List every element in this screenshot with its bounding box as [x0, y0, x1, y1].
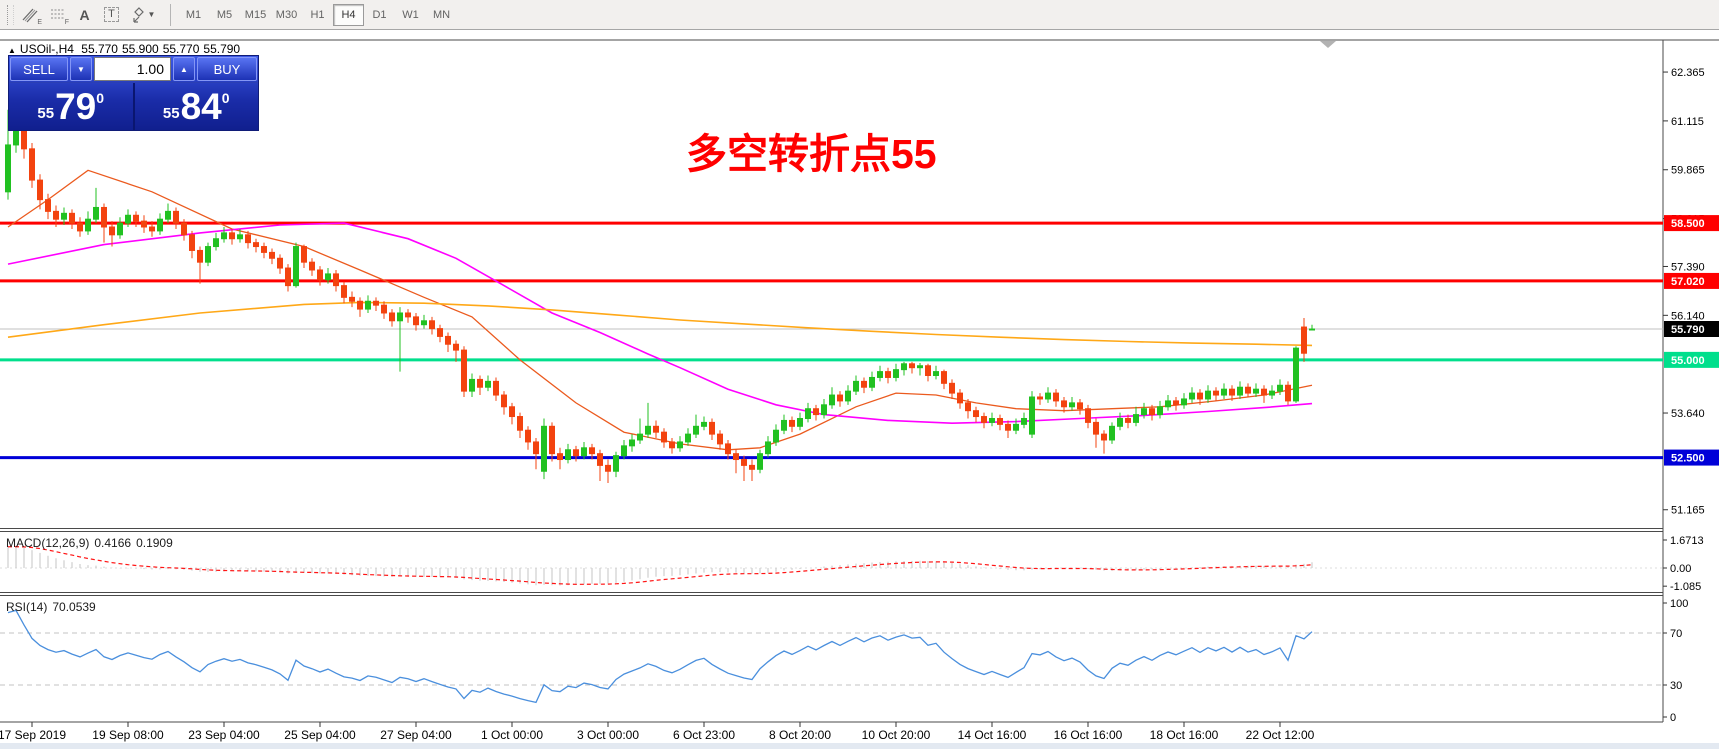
toolbar: E F A T ▼ M1 M5 M15 M30 H1 H4 D1 W1 MN [0, 0, 1719, 30]
symbol-ohlc-line: ▲ USOil-,H4 55.770 55.900 55.770 55.790 [8, 42, 244, 56]
one-click-trading-panel: SELL ▼ 1.00 ▲ BUY 55 79 0 55 84 0 [8, 55, 259, 131]
ohlc-close: 55.790 [203, 42, 241, 56]
price-tag-label: 55.000 [1671, 355, 1705, 367]
rsi-pane: 100 70 30 0 [0, 598, 1688, 724]
toolbar-separator [170, 3, 171, 26]
time-tick-label: 8 Oct 20:00 [769, 728, 831, 742]
fibonacci-tool-icon[interactable]: F [44, 3, 71, 27]
equidistant-channel-tool-icon[interactable]: E [17, 3, 44, 27]
time-tick-label: 23 Sep 04:00 [188, 728, 260, 742]
symbol-name: USOil-,H4 [19, 42, 74, 56]
chart-shift-marker-icon [1320, 41, 1336, 48]
time-tick-label: 3 Oct 00:00 [577, 728, 639, 742]
rsi-tick-label: 0 [1670, 712, 1676, 724]
price-tags: 58.500 57.020 55.790 55.000 52.500 [1664, 215, 1719, 466]
rsi-tick-label: 100 [1670, 598, 1688, 610]
price-tag [1664, 321, 1719, 337]
buy-price-display[interactable]: 55 84 0 [132, 83, 259, 130]
price-tag [1664, 449, 1719, 466]
time-tick-label: 6 Oct 23:00 [673, 728, 735, 742]
macd-indicator-label: MACD(12,26,9) 0.4166 0.1909 [6, 536, 173, 550]
price-tag [1664, 215, 1719, 232]
price-tag [1664, 351, 1719, 368]
price-tag-label: 57.020 [1671, 276, 1705, 288]
timeframe-button-h1[interactable]: H1 [310, 8, 325, 21]
volume-decrease-button[interactable]: ▼ [70, 57, 92, 81]
timeframe-button-d1[interactable]: D1 [372, 8, 387, 21]
timeframe-button-mn[interactable]: MN [432, 8, 451, 21]
price-tag-label: 58.500 [1671, 218, 1705, 230]
time-tick-label: 16 Oct 16:00 [1054, 728, 1123, 742]
candles-layer [5, 101, 1315, 483]
time-tick-label: 17 Sep 2019 [0, 728, 66, 742]
rsi-indicator-label: RSI(14) 70.0539 [6, 600, 96, 614]
price-tick-label: 61.115 [1671, 116, 1704, 128]
tool-sub-f: F [64, 18, 69, 26]
timeframe-button-m5[interactable]: M5 [216, 8, 233, 21]
toolbar-grip[interactable] [7, 4, 14, 25]
text-tool-icon[interactable]: A [79, 6, 90, 23]
price-tick-label: 56.140 [1671, 310, 1705, 322]
sell-button[interactable]: SELL [10, 57, 68, 81]
timeframe-button-m30[interactable]: M30 [275, 8, 298, 21]
timeframe-button-w1[interactable]: W1 [402, 8, 419, 21]
price-tag-label: 52.500 [1671, 453, 1705, 465]
price-tag [1664, 272, 1719, 289]
ma-medium-line [7, 222, 1313, 425]
time-tick-label: 18 Oct 16:00 [1150, 728, 1219, 742]
price-tick-label: 53.640 [1671, 408, 1705, 420]
macd-tick-label: -1.085 [1670, 581, 1701, 593]
price-tag-label: 55.790 [1671, 324, 1705, 336]
timeframe-button-m1[interactable]: M1 [185, 8, 202, 21]
arrows-tool-icon[interactable]: ▼ [125, 3, 161, 27]
price-tick-label: 62.365 [1671, 67, 1705, 79]
time-tick-label: 27 Sep 04:00 [380, 728, 452, 742]
volume-input[interactable]: 1.00 [94, 57, 171, 81]
macd-signal-line [7, 546, 1313, 585]
sell-price-display[interactable]: 55 79 0 [37, 86, 105, 127]
ohlc-high: 55.900 [121, 42, 159, 56]
text-label-tool-icon[interactable]: T [98, 3, 125, 27]
price-tick-label: 57.390 [1671, 261, 1705, 273]
time-tick-label: 10 Oct 20:00 [862, 728, 931, 742]
bottom-status-strip [0, 743, 1719, 749]
time-tick-label: 14 Oct 16:00 [958, 728, 1027, 742]
time-tick-label: 19 Sep 08:00 [92, 728, 164, 742]
arrows-dropdown-caret-icon[interactable]: ▼ [147, 10, 156, 19]
price-tick-label: 51.165 [1671, 505, 1705, 517]
ohlc-open: 55.770 [81, 42, 118, 56]
chart-annotation-text: 多空转折点55 [686, 131, 937, 177]
volume-increase-button[interactable]: ▲ [173, 57, 195, 81]
rsi-tick-label: 30 [1670, 680, 1682, 692]
ma-slow-line [7, 301, 1313, 347]
time-tick-label: 25 Sep 04:00 [284, 728, 356, 742]
macd-pane: 1.6713 0.00 -1.085 [0, 535, 1704, 593]
collapse-panel-icon[interactable]: ▲ [8, 46, 16, 55]
buy-button[interactable]: BUY [197, 57, 257, 81]
macd-tick-label: 0.00 [1670, 563, 1691, 575]
price-axis[interactable]: 62.36561.11559.86558.61557.39056.14053.6… [1663, 67, 1705, 517]
timeframe-button-h4[interactable]: H4 [333, 3, 364, 26]
rsi-tick-label: 70 [1670, 628, 1682, 640]
time-axis[interactable]: 17 Sep 2019 19 Sep 08:00 23 Sep 04:00 25 Se… [0, 722, 1315, 742]
time-tick-label: 1 Oct 00:00 [481, 728, 543, 742]
macd-tick-label: 1.6713 [1670, 535, 1704, 547]
price-tick-label: 59.865 [1671, 165, 1705, 177]
rsi-line [7, 609, 1313, 704]
horizontal-lines [0, 221, 1663, 460]
ma-fast-line [7, 169, 1313, 451]
time-tick-label: 22 Oct 12:00 [1246, 728, 1315, 742]
ohlc-low: 55.770 [162, 42, 200, 56]
tool-sub-e: E [37, 18, 42, 26]
timeframe-group: M1 M5 M15 M30 H1 H4 D1 W1 MN [178, 3, 457, 26]
timeframe-button-m15[interactable]: M15 [244, 8, 267, 21]
